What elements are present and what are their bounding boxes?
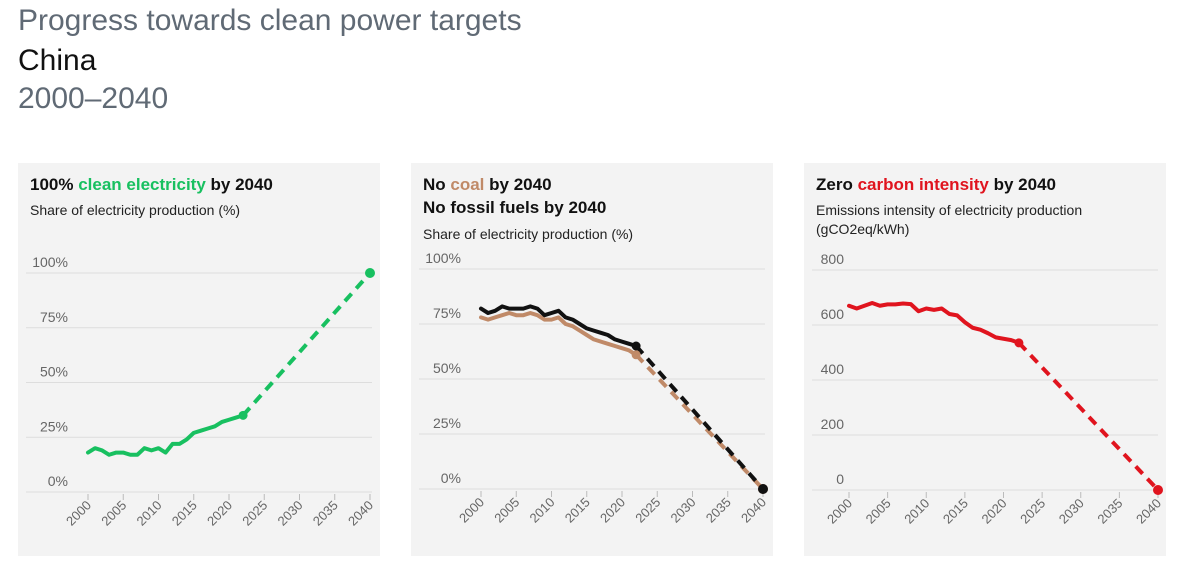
panel-subtitle: Emissions intensity of electricity produ… bbox=[816, 202, 1083, 218]
y-tick-label: 0 bbox=[836, 471, 844, 487]
panel-title-highlight: clean electricity bbox=[78, 175, 206, 194]
series-line-coal bbox=[479, 311, 639, 357]
projection-line-fossil bbox=[634, 344, 765, 491]
panel-title-suffix: by 2040 bbox=[484, 175, 552, 194]
x-tick-label: 2030 bbox=[275, 498, 306, 529]
series-line-clean bbox=[86, 413, 246, 457]
x-tick-label: 2020 bbox=[979, 496, 1010, 527]
x-tick-label: 2015 bbox=[940, 496, 971, 527]
panel-title-prefix: No bbox=[423, 175, 451, 194]
x-tick-label: 2010 bbox=[901, 496, 932, 527]
target-point-clean bbox=[365, 268, 375, 278]
x-tick-label: 2000 bbox=[63, 498, 94, 529]
panel-title-highlight: carbon intensity bbox=[857, 175, 989, 194]
x-tick-label: 2025 bbox=[632, 495, 663, 526]
y-tick-label: 25% bbox=[40, 418, 68, 434]
y-tick-label: 600 bbox=[821, 306, 845, 322]
x-tick-label: 2005 bbox=[491, 495, 522, 526]
x-tick-label: 2020 bbox=[204, 498, 235, 529]
y-tick-label: 75% bbox=[433, 305, 461, 321]
page-title: Progress towards clean power targets bbox=[18, 4, 522, 37]
x-tick-label: 2020 bbox=[597, 495, 628, 526]
y-tick-label: 0% bbox=[441, 470, 461, 486]
y-tick-label: 100% bbox=[32, 254, 68, 270]
latest-point-clean bbox=[238, 410, 248, 420]
projection-line-coal bbox=[634, 353, 765, 491]
series-line-carbon bbox=[847, 301, 1021, 345]
panel-subtitle-units: (gCO2eq/kWh) bbox=[816, 221, 910, 237]
latest-point-fossil bbox=[631, 341, 641, 351]
x-tick-label: 2030 bbox=[1056, 496, 1087, 527]
target-point-fossil bbox=[758, 484, 768, 494]
x-tick-label: 2040 bbox=[345, 498, 376, 529]
x-tick-label: 2005 bbox=[863, 496, 894, 527]
x-tick-label: 2035 bbox=[1094, 496, 1125, 527]
panel-title-suffix: by 2040 bbox=[205, 175, 273, 194]
panel-subtitle: Share of electricity production (%) bbox=[423, 226, 634, 242]
projection-line-carbon bbox=[1017, 341, 1160, 492]
x-tick-label: 2025 bbox=[239, 498, 270, 529]
page-years: 2000–2040 bbox=[18, 82, 169, 115]
x-tick-label: 2005 bbox=[98, 498, 129, 529]
x-tick-label: 2000 bbox=[456, 495, 487, 526]
y-tick-label: 100% bbox=[425, 250, 461, 266]
panel-title: Zero carbon intensity by 2040 bbox=[816, 175, 1056, 195]
line-chart-carbon-intensity: 0 200 400 600 800 2000 2005 2010 2015 2020 2025 203… bbox=[812, 251, 1164, 527]
x-tick-label: 2025 bbox=[1017, 496, 1048, 527]
target-point-carbon bbox=[1153, 485, 1163, 495]
panel-subtitle: Share of electricity production (%) bbox=[30, 202, 241, 218]
x-tick-label: 2015 bbox=[562, 495, 593, 526]
line-chart-clean-electricity: 0%25%50%75%100%2000 2005 2010 2015 2020 2025 2… bbox=[26, 254, 376, 529]
y-tick-label: 200 bbox=[821, 416, 845, 432]
x-tick-label: 2000 bbox=[824, 496, 855, 527]
x-tick-label: 2040 bbox=[738, 495, 769, 526]
page-country: China bbox=[18, 44, 97, 77]
x-tick-label: 2040 bbox=[1133, 496, 1164, 527]
y-tick-label: 50% bbox=[433, 360, 461, 376]
y-tick-label: 400 bbox=[821, 361, 845, 377]
x-tick-label: 2035 bbox=[310, 498, 341, 529]
projection-line-clean bbox=[241, 271, 372, 417]
x-tick-label: 2015 bbox=[169, 498, 200, 529]
panel-title-suffix: by 2040 bbox=[988, 175, 1056, 194]
y-tick-label: 800 bbox=[821, 251, 845, 267]
panel-title-highlight: coal bbox=[450, 175, 485, 194]
panel-title: 100% clean electricity by 2040 bbox=[30, 175, 273, 195]
chart-panel-clean-electricity: 100% clean electricity by 2040 Share of … bbox=[18, 163, 380, 556]
panel-title-second: No fossil fuels by 2040 bbox=[423, 198, 607, 217]
y-tick-label: 0% bbox=[48, 473, 68, 489]
y-tick-label: 50% bbox=[40, 364, 68, 380]
x-tick-label: 2035 bbox=[703, 495, 734, 526]
chart-panel-carbon-intensity: Zero carbon intensity by 2040 Emissions … bbox=[804, 163, 1166, 556]
x-tick-label: 2010 bbox=[527, 495, 558, 526]
panel-title-prefix: Zero bbox=[816, 175, 858, 194]
series-line-fossil bbox=[479, 304, 639, 348]
latest-point-coal bbox=[631, 350, 641, 360]
x-tick-label: 2010 bbox=[134, 498, 165, 529]
line-chart-no-coal: 0%25%50%75%100%2000 2005 2010 2015 2020 2025 2… bbox=[419, 250, 769, 526]
panel-title-prefix: 100% bbox=[30, 175, 79, 194]
latest-point-carbon bbox=[1014, 338, 1024, 348]
chart-panel-no-coal: No coal by 2040 No fossil fuels by 2040 … bbox=[411, 163, 773, 556]
panel-title: No coal by 2040 bbox=[423, 175, 552, 195]
x-tick-label: 2030 bbox=[668, 495, 699, 526]
y-tick-label: 25% bbox=[433, 415, 461, 431]
y-tick-label: 75% bbox=[40, 309, 68, 325]
